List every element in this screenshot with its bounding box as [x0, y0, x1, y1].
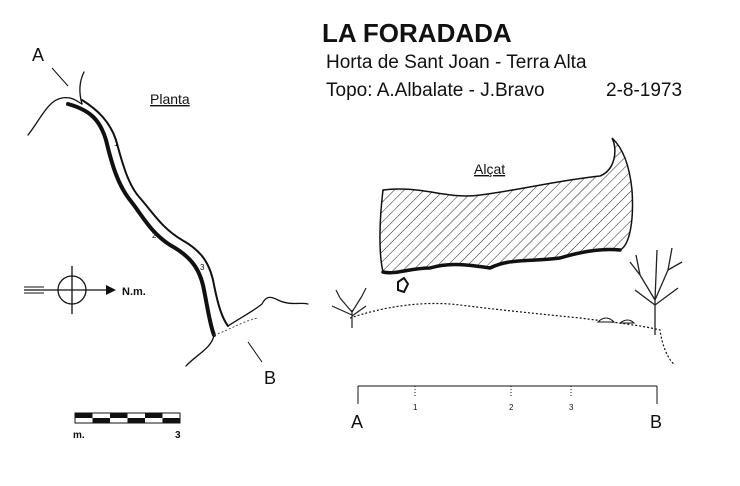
rock-block [397, 276, 410, 294]
tree-right [629, 247, 683, 335]
north-arrow [24, 266, 116, 314]
profile-start: A [351, 412, 363, 432]
title: LA FORADADA [322, 18, 512, 48]
plan-start: A [32, 45, 44, 65]
profile-tick-2: 2 [509, 403, 514, 412]
outer-ground-line [27, 96, 83, 136]
date: 2-8-1973 [606, 80, 682, 101]
exit-ground-right [227, 296, 309, 327]
profile-ground [349, 302, 676, 366]
station-1: 1 [114, 139, 119, 148]
plan-end: B [264, 368, 276, 388]
entrance-ground [79, 71, 85, 105]
profile-tick-1: 1 [413, 403, 418, 412]
plan-label: Planta [150, 91, 190, 107]
profile-label: Alçat [474, 161, 505, 177]
profile-end: B [650, 412, 662, 432]
station-2: 2 [152, 231, 157, 240]
exit-ground-left [185, 334, 215, 367]
scale-length: 3 [175, 430, 181, 441]
subtitle: Horta de Sant Joan - Terra Alta [326, 52, 587, 73]
cave-ceiling-edge [381, 247, 622, 275]
profile-scale [357, 385, 658, 404]
entrance-b-pointer [247, 341, 263, 363]
north-label: N.m. [122, 286, 146, 298]
profile-tick-3: 3 [569, 403, 574, 412]
station-3: 3 [200, 263, 205, 272]
boulders [596, 317, 636, 324]
cave-wall-right [81, 99, 229, 327]
credits: Topo: A.Albalate - J.Bravo [326, 80, 545, 101]
cave-ceiling-rock [379, 137, 634, 274]
scale-bar [74, 412, 181, 424]
tree-left [331, 287, 367, 328]
cave-wall-left [66, 102, 216, 337]
scale-unit: m. [73, 430, 85, 441]
entrance-a-pointer [51, 67, 69, 87]
